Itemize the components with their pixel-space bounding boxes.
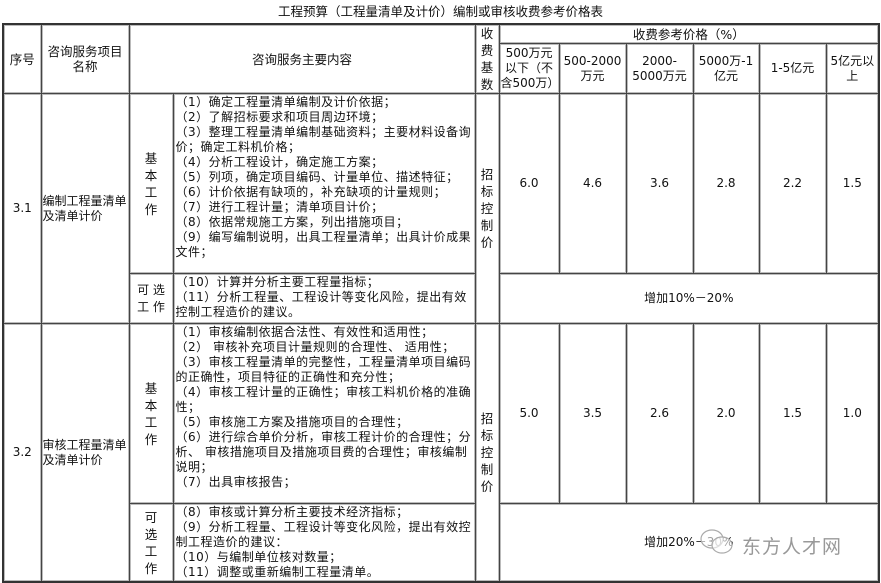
fee-table: 序号 咨询服务项目名称 咨询服务主要内容 收费基数 收费参考价格（%） 500万…: [2, 23, 881, 583]
basic-work-items: （1）审核编制依据合法性、有效性和适用性； （2） 审核补充项目计量规则的合理性、…: [172, 323, 476, 504]
price-cell: 6.0: [498, 93, 560, 274]
price-cell: 5.0: [498, 323, 560, 504]
header-range: 5亿元以上: [825, 43, 880, 94]
row-name: 编制工程量清单及清单计价: [40, 93, 130, 324]
header-range: 1-5亿元: [758, 43, 827, 94]
basic-work-label: 基本工作: [128, 93, 174, 274]
table-row: 3.2 审核工程量清单及清单计价 基本工作 （1）审核编制依据合法性、有效性和适…: [2, 323, 880, 583]
optional-work-items: （8）审核或计算分析主要技术经济指标； （9）分析工程量、工程设计等变化风险，提出…: [172, 503, 476, 583]
basic-work-items: （1）确定工程量清单编制及计价依据； （2）了解招标要求和项目周边环境； （3）整理…: [172, 93, 476, 274]
optional-work-label: 可选工作: [128, 503, 174, 583]
row-seq: 3.2: [2, 323, 42, 583]
price-cell: 2.2: [758, 93, 827, 274]
price-cell: 1.5: [825, 93, 880, 274]
header-range: 500-2000万元: [558, 43, 627, 94]
optional-work-items: （10）计算并分析主要工程量指标； （11）分析工程量、工程设计等变化风险，提出有…: [172, 273, 476, 324]
header-price-group: 收费参考价格（%）: [498, 23, 880, 45]
table-row: 可选工作 （8）审核或计算分析主要技术经济指标； （9）分析工程量、工程设计等变化…: [3, 503, 880, 583]
optional-price: 增加10%－20%: [498, 273, 880, 324]
wechat-icon: [700, 529, 733, 554]
header-range: 2000-5000万元: [625, 43, 694, 94]
optional-work-label: 可 选 工 作: [128, 273, 174, 324]
row-base: 招标控制价: [474, 323, 500, 583]
table-row: 3.1 编制工程量清单及清单计价 基本工作 （1）确定工程量清单编制及计价依据；…: [2, 93, 880, 324]
price-cell: 3.6: [625, 93, 694, 274]
table-title: 工程预算（工程量清单及计价）编制或审核收费参考价格表: [277, 4, 603, 19]
row-seq: 3.1: [2, 93, 42, 324]
header-content: 咨询服务主要内容: [128, 23, 476, 94]
header-base: 收费基数: [474, 23, 500, 94]
row-name: 审核工程量清单及清单计价: [40, 323, 130, 583]
price-cell: 1.0: [825, 323, 880, 504]
price-cell: 2.6: [625, 323, 694, 504]
price-cell: 2.8: [692, 93, 760, 274]
header-range: 500万元以下（不含500万）: [498, 43, 560, 94]
row-base: 招标控制价: [474, 93, 500, 324]
watermark-logo: 东方人才网: [742, 536, 843, 558]
basic-work-label: 基本工作: [128, 323, 174, 504]
price-cell: 2.0: [692, 323, 760, 504]
price-cell: 3.5: [558, 323, 627, 504]
price-cell: 1.5: [758, 323, 827, 504]
header-name: 咨询服务项目名称: [40, 23, 130, 94]
header-range: 5000万-1亿元: [692, 43, 760, 94]
table-row: 可 选 工 作 （10）计算并分析主要工程量指标； （11）分析工程量、工程设计等…: [3, 273, 880, 324]
price-cell: 4.6: [558, 93, 627, 274]
header-seq: 序号: [2, 23, 42, 94]
